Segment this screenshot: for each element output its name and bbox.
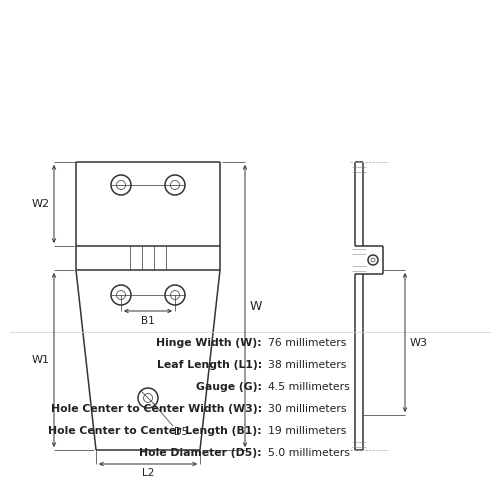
Text: W3: W3 <box>410 338 428 347</box>
Text: Hole Center to Center Length (B1):: Hole Center to Center Length (B1): <box>48 426 262 436</box>
Text: 4.5 millimeters: 4.5 millimeters <box>268 382 350 392</box>
Text: L2: L2 <box>142 468 154 478</box>
Text: 5.0 millimeters: 5.0 millimeters <box>268 448 350 458</box>
Text: 76 millimeters: 76 millimeters <box>268 338 346 348</box>
Text: Hinge Width (W):: Hinge Width (W): <box>156 338 262 348</box>
Text: B1: B1 <box>141 316 155 326</box>
Text: Hole Diameter (D5):: Hole Diameter (D5): <box>140 448 262 458</box>
Text: W: W <box>250 300 262 312</box>
Text: D5: D5 <box>174 427 188 437</box>
Text: Gauge (G):: Gauge (G): <box>196 382 262 392</box>
Text: Leaf Length (L1):: Leaf Length (L1): <box>157 360 262 370</box>
Text: 30 millimeters: 30 millimeters <box>268 404 346 414</box>
Text: Hole Center to Center Width (W3):: Hole Center to Center Width (W3): <box>51 404 262 414</box>
Text: 19 millimeters: 19 millimeters <box>268 426 346 436</box>
Text: W2: W2 <box>32 199 50 209</box>
Text: 38 millimeters: 38 millimeters <box>268 360 346 370</box>
Text: W1: W1 <box>32 355 50 365</box>
